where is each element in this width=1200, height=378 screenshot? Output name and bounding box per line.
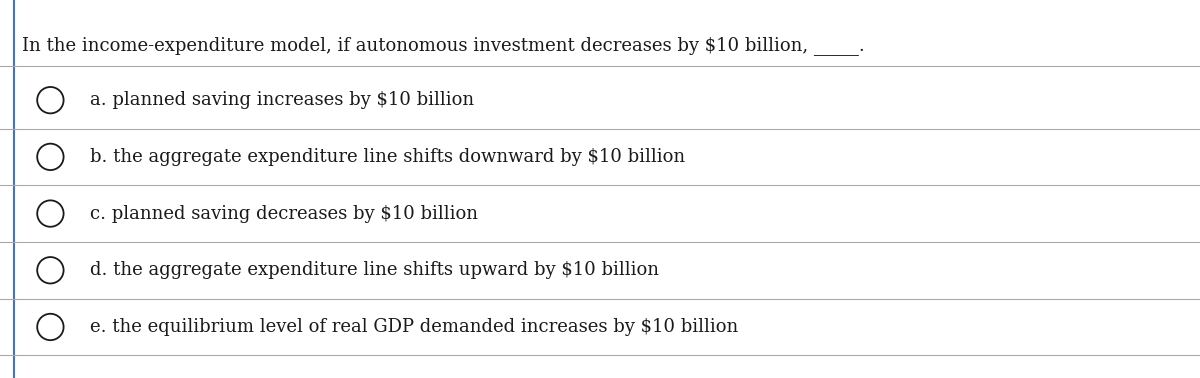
Text: In the income-expenditure model, if autonomous investment decreases by $10 billi: In the income-expenditure model, if auto… <box>22 36 864 55</box>
Text: d. the aggregate expenditure line shifts upward by $10 billion: d. the aggregate expenditure line shifts… <box>90 261 659 279</box>
Text: b. the aggregate expenditure line shifts downward by $10 billion: b. the aggregate expenditure line shifts… <box>90 148 685 166</box>
Text: a. planned saving increases by $10 billion: a. planned saving increases by $10 billi… <box>90 91 474 109</box>
Text: c. planned saving decreases by $10 billion: c. planned saving decreases by $10 billi… <box>90 204 478 223</box>
Text: e. the equilibrium level of real GDP demanded increases by $10 billion: e. the equilibrium level of real GDP dem… <box>90 318 738 336</box>
